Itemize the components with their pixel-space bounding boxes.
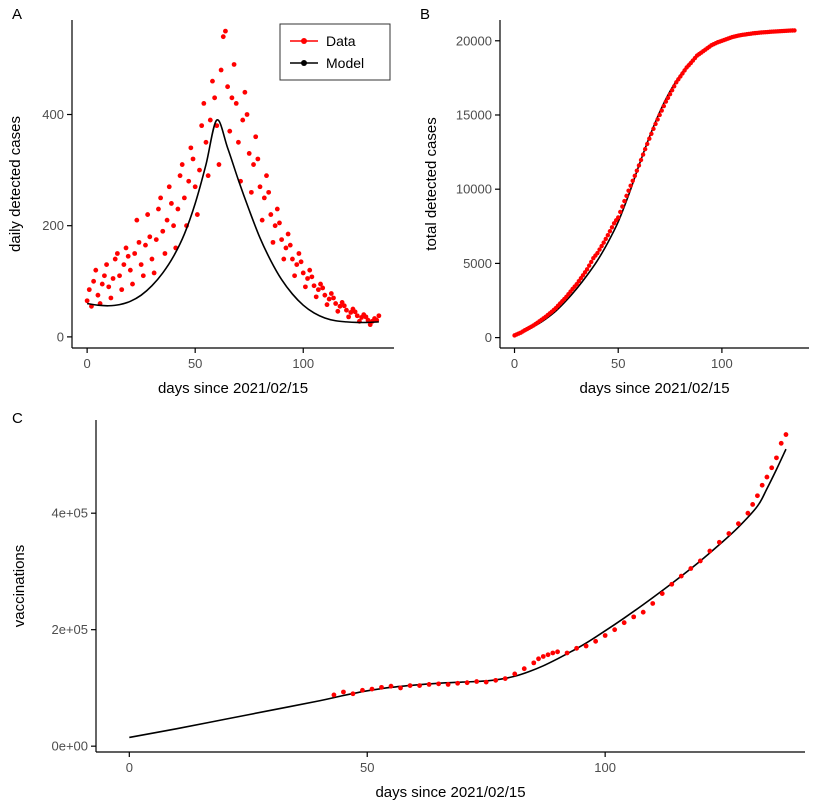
chart-svg-a: 0 50 100 0 200 400 days since 2021/02/15 daily … (7, 20, 394, 397)
model-line (129, 448, 787, 739)
svg-text:100: 100 (292, 356, 314, 371)
svg-text:0: 0 (57, 329, 64, 344)
panel-a-chart: 0 50 100 0 200 400 days since 2021/02/15 daily … (0, 0, 408, 404)
svg-text:0: 0 (485, 330, 492, 345)
svg-text:50: 50 (360, 760, 374, 775)
model-line (514, 30, 795, 337)
svg-text:5000: 5000 (463, 256, 492, 271)
x-axis-title: days since 2021/02/15 (579, 380, 729, 397)
svg-text:2e+05: 2e+05 (51, 622, 88, 637)
svg-text:50: 50 (611, 356, 625, 371)
y-axis-title: vaccinations (11, 545, 28, 628)
chart-svg-b: 0 50 100 0 5000 10000 15000 20000 days since 202… (423, 20, 809, 397)
x-axis-title: days since 2021/02/15 (158, 380, 308, 397)
svg-text:400: 400 (42, 107, 64, 122)
data-points (84, 28, 382, 328)
panel-c-chart: 0 50 100 0e+00 2e+05 4e+05 days since 2021/02/… (0, 404, 819, 808)
svg-text:0: 0 (126, 760, 133, 775)
svg-text:200: 200 (42, 218, 64, 233)
x-axis-title: days since 2021/02/15 (375, 784, 525, 801)
panel-b-chart: 0 50 100 0 5000 10000 15000 20000 days since 202… (408, 0, 819, 404)
svg-text:4e+05: 4e+05 (51, 506, 88, 521)
panel-a-letter: A (12, 6, 23, 23)
svg-text:10000: 10000 (456, 182, 492, 197)
data-points (512, 28, 797, 338)
panel-a: A 0 50 100 0 200 400 days since 2021/02/15 dail… (0, 0, 408, 404)
svg-text:100: 100 (594, 760, 616, 775)
svg-text:15000: 15000 (456, 107, 492, 122)
svg-text:100: 100 (711, 356, 733, 371)
axes (95, 420, 805, 753)
data-points (331, 432, 789, 698)
chart-svg-c: 0 50 100 0e+00 2e+05 4e+05 days since 2021/02/… (11, 420, 805, 801)
svg-text:50: 50 (188, 356, 202, 371)
model-line (87, 119, 379, 324)
panel-c: C 0 50 100 0e+00 2e+05 4e+05 days since 2021/0… (0, 404, 819, 808)
panel-c-letter: C (12, 410, 23, 427)
svg-text:0: 0 (511, 356, 518, 371)
y-axis-title: daily detected cases (7, 116, 24, 252)
svg-text:0e+00: 0e+00 (51, 739, 88, 754)
svg-text:20000: 20000 (456, 33, 492, 48)
legend: Data Model (279, 23, 391, 81)
svg-text:Model: Model (326, 55, 364, 71)
panel-b-letter: B (420, 6, 431, 23)
axes (499, 20, 809, 349)
axes (71, 20, 394, 349)
svg-text:Data: Data (326, 33, 356, 49)
y-axis-title: total detected cases (423, 117, 440, 250)
panel-b: B 0 50 100 0 5000 10000 15000 20000 days since 2… (408, 0, 819, 404)
svg-text:0: 0 (84, 356, 91, 371)
